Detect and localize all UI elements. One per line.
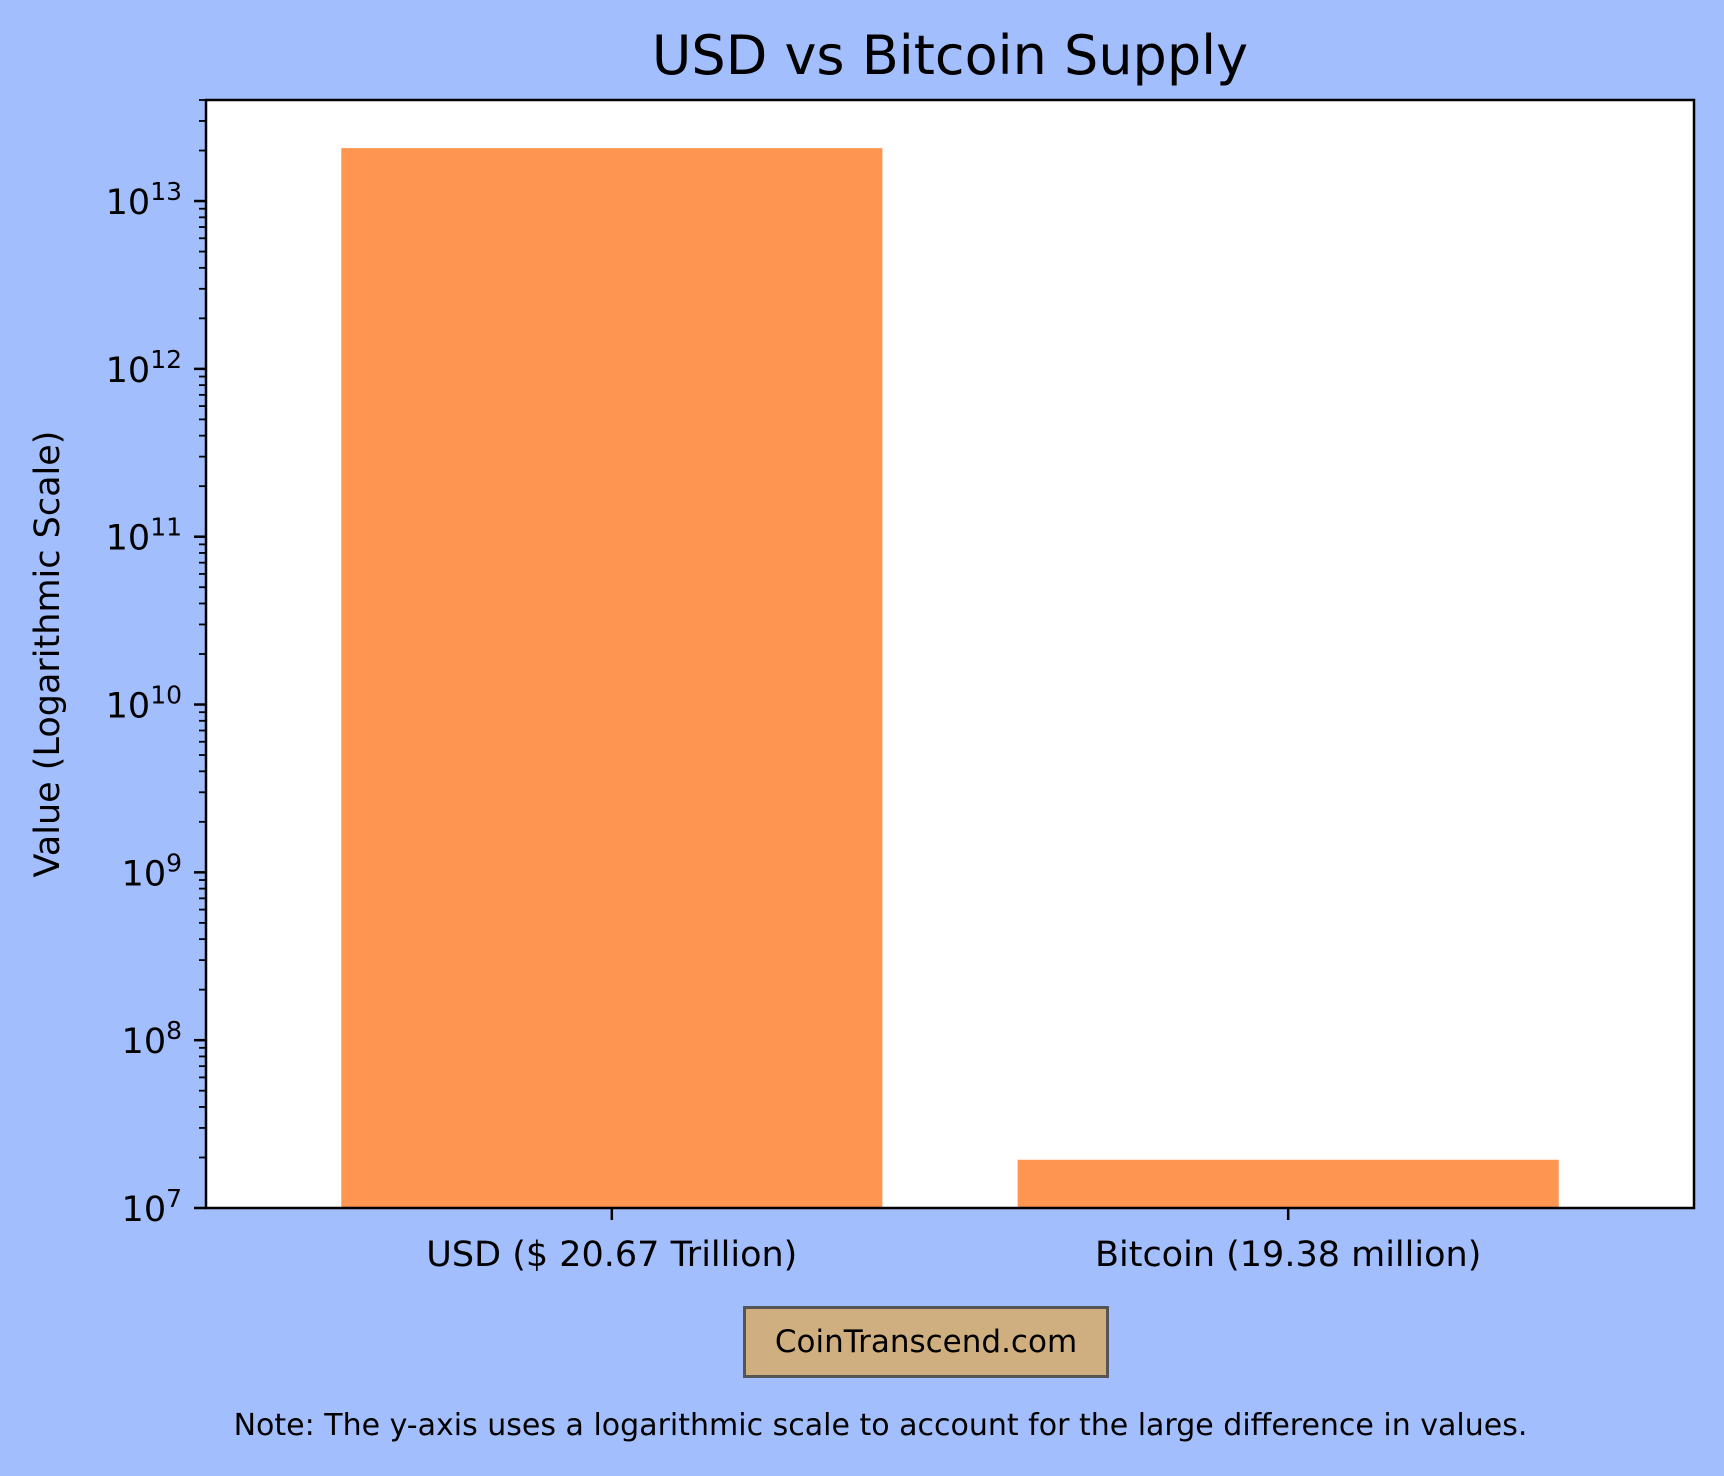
watermark-text: CoinTranscend.com xyxy=(774,1324,1078,1360)
footnote: Note: The y-axis uses a logarithmic scal… xyxy=(233,1408,1528,1443)
y-tick-label: 108 xyxy=(122,1016,182,1062)
y-tick-label: 1011 xyxy=(106,513,182,559)
bars-layer xyxy=(341,148,1559,1208)
x-axis: USD ($ 20.67 Trillion) Bitcoin (19.38 mil… xyxy=(426,1208,1481,1275)
y-tick-label: 1013 xyxy=(106,177,182,223)
x-tick-label: Bitcoin (19.38 million) xyxy=(1095,1235,1481,1275)
y-axis: 107 108 109 1010 1011 1012 1013 xyxy=(106,99,206,1230)
bar-bitcoin xyxy=(1017,1159,1559,1208)
bar-usd xyxy=(341,148,883,1208)
y-axis-label: Value (Logarithmic Scale) xyxy=(28,431,68,878)
y-tick-label: 109 xyxy=(122,848,182,894)
x-tick-label: USD ($ 20.67 Trillion) xyxy=(426,1235,797,1275)
y-tick-label: 1012 xyxy=(106,345,182,391)
watermark-badge: CoinTranscend.com xyxy=(743,1306,1109,1378)
y-tick-label: 107 xyxy=(122,1184,182,1230)
y-tick-label: 1010 xyxy=(106,681,182,727)
chart-title: USD vs Bitcoin Supply xyxy=(652,24,1248,87)
